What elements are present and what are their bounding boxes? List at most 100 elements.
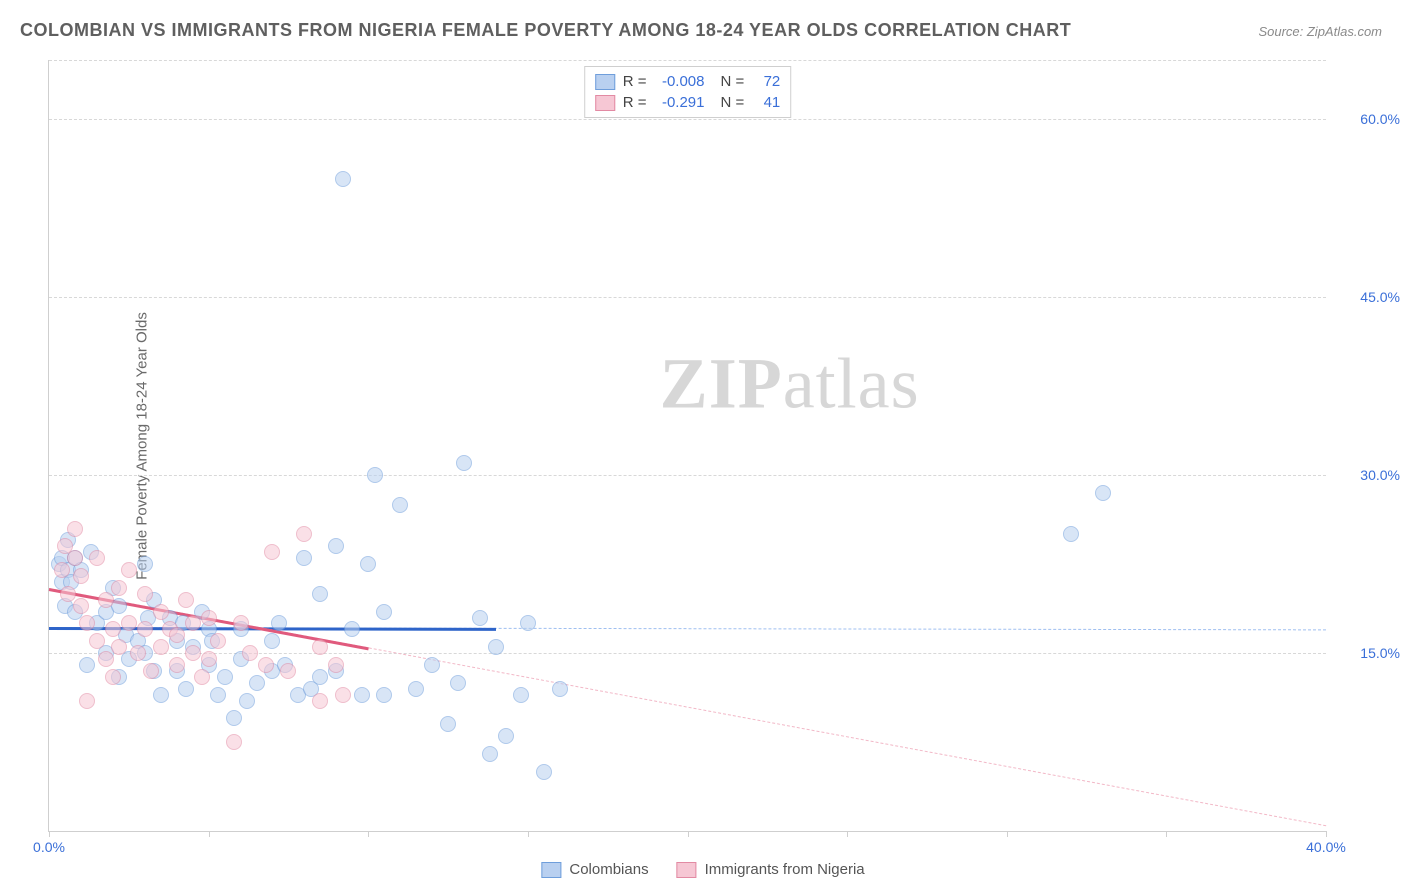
- data-point: [249, 675, 265, 691]
- data-point: [488, 639, 504, 655]
- data-point: [73, 568, 89, 584]
- data-point: [312, 639, 328, 655]
- data-point: [280, 663, 296, 679]
- data-point: [194, 669, 210, 685]
- data-point: [54, 562, 70, 578]
- stats-legend-box: R =-0.008N =72R =-0.291N =41: [584, 66, 792, 118]
- y-tick-label: 30.0%: [1360, 467, 1400, 483]
- x-tick-label: 40.0%: [1306, 839, 1346, 855]
- data-point: [137, 621, 153, 637]
- chart-title: COLOMBIAN VS IMMIGRANTS FROM NIGERIA FEM…: [20, 20, 1071, 41]
- data-point: [185, 645, 201, 661]
- r-value: -0.008: [655, 73, 705, 90]
- data-point: [482, 746, 498, 762]
- legend-swatch: [677, 862, 697, 878]
- legend-swatch: [595, 95, 615, 111]
- y-tick-label: 15.0%: [1360, 645, 1400, 661]
- x-tick: [368, 831, 369, 837]
- data-point: [264, 544, 280, 560]
- correlation-chart: COLOMBIAN VS IMMIGRANTS FROM NIGERIA FEM…: [0, 0, 1406, 892]
- data-point: [89, 550, 105, 566]
- data-point: [73, 598, 89, 614]
- stats-row: R =-0.291N =41: [595, 92, 781, 113]
- gridline: [49, 60, 1326, 61]
- data-point: [153, 639, 169, 655]
- source-attribution: Source: ZipAtlas.com: [1258, 24, 1382, 39]
- data-point: [226, 710, 242, 726]
- n-label: N =: [721, 73, 745, 90]
- data-point: [354, 687, 370, 703]
- data-point: [217, 669, 233, 685]
- data-point: [367, 467, 383, 483]
- data-point: [153, 604, 169, 620]
- data-point: [210, 633, 226, 649]
- data-point: [312, 693, 328, 709]
- data-point: [239, 693, 255, 709]
- data-point: [242, 645, 258, 661]
- legend-label: Colombians: [569, 861, 648, 878]
- bottom-legend: Colombians Immigrants from Nigeria: [541, 861, 864, 878]
- data-point: [520, 615, 536, 631]
- data-point: [271, 615, 287, 631]
- y-tick-label: 60.0%: [1360, 111, 1400, 127]
- data-point: [376, 604, 392, 620]
- n-value: 41: [752, 94, 780, 111]
- data-point: [424, 657, 440, 673]
- stats-row: R =-0.008N =72: [595, 71, 781, 92]
- data-point: [105, 669, 121, 685]
- data-point: [143, 663, 159, 679]
- data-point: [201, 610, 217, 626]
- x-tick: [209, 831, 210, 837]
- data-point: [456, 455, 472, 471]
- data-point: [79, 615, 95, 631]
- data-point: [137, 586, 153, 602]
- data-point: [552, 681, 568, 697]
- n-value: 72: [752, 73, 780, 90]
- gridline: [49, 297, 1326, 298]
- legend-item: Immigrants from Nigeria: [677, 861, 865, 878]
- data-point: [178, 681, 194, 697]
- watermark-bold: ZIP: [660, 343, 783, 423]
- data-point: [98, 651, 114, 667]
- data-point: [178, 592, 194, 608]
- data-point: [111, 580, 127, 596]
- data-point: [210, 687, 226, 703]
- watermark-rest: atlas: [783, 343, 920, 423]
- data-point: [79, 657, 95, 673]
- data-point: [472, 610, 488, 626]
- data-point: [312, 669, 328, 685]
- x-tick: [528, 831, 529, 837]
- data-point: [67, 521, 83, 537]
- data-point: [67, 550, 83, 566]
- x-tick: [847, 831, 848, 837]
- data-point: [312, 586, 328, 602]
- data-point: [111, 639, 127, 655]
- data-point: [258, 657, 274, 673]
- data-point: [360, 556, 376, 572]
- data-point: [536, 764, 552, 780]
- data-point: [335, 687, 351, 703]
- gridline: [49, 119, 1326, 120]
- data-point: [169, 657, 185, 673]
- legend-item: Colombians: [541, 861, 648, 878]
- data-point: [201, 651, 217, 667]
- y-tick-label: 45.0%: [1360, 289, 1400, 305]
- r-value: -0.291: [655, 94, 705, 111]
- data-point: [440, 716, 456, 732]
- data-point: [450, 675, 466, 691]
- r-label: R =: [623, 94, 647, 111]
- data-point: [328, 538, 344, 554]
- data-point: [105, 621, 121, 637]
- data-point: [226, 734, 242, 750]
- data-point: [328, 657, 344, 673]
- data-point: [376, 687, 392, 703]
- data-point: [513, 687, 529, 703]
- data-point: [1095, 485, 1111, 501]
- data-point: [185, 615, 201, 631]
- x-tick: [1326, 831, 1327, 837]
- data-point: [233, 615, 249, 631]
- x-tick: [1166, 831, 1167, 837]
- data-point: [408, 681, 424, 697]
- data-point: [264, 633, 280, 649]
- x-tick-label: 0.0%: [33, 839, 65, 855]
